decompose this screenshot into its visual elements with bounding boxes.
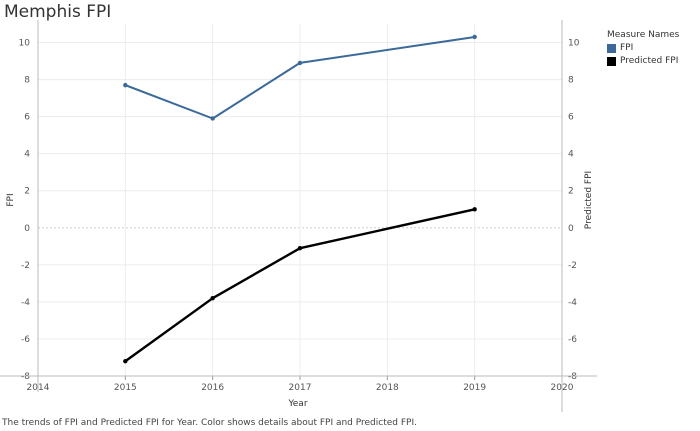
y2-axis-label: Predicted FPI (584, 171, 594, 229)
legend-label-fpi: FPI (620, 43, 634, 53)
y-tick-label: 6 (24, 113, 30, 123)
y-axis-label: FPI (6, 193, 16, 206)
y-tick-label: -2 (21, 261, 30, 271)
series-line-predicted-fpi (124, 208, 475, 363)
legend-item-predicted-fpi[interactable]: Predicted FPI (607, 56, 679, 66)
y2-tick-label: 10 (568, 39, 580, 49)
y-tick-label: 0 (24, 224, 30, 234)
legend-title: Measure Names (607, 30, 680, 40)
series-line-fpi (124, 36, 475, 120)
data-point-fpi (123, 82, 128, 88)
chart-title: Memphis FPI (4, 2, 112, 22)
legend-item-fpi[interactable]: FPI (607, 43, 679, 53)
data-point-predicted-fpi (472, 207, 477, 212)
y2-tick-label: 8 (568, 76, 574, 86)
data-point-fpi (297, 60, 303, 66)
y-tick-label: 2 (24, 187, 30, 197)
series-lines (123, 34, 477, 364)
y-tick-label: 4 (24, 150, 30, 160)
y-tick-label: 10 (19, 39, 31, 49)
data-point-fpi (472, 34, 477, 40)
y-tick-label: 8 (24, 76, 30, 86)
y-tick-label: -6 (21, 335, 30, 345)
data-point-predicted-fpi (210, 295, 215, 301)
y2-tick-label: 2 (568, 187, 574, 197)
data-point-predicted-fpi (123, 358, 128, 364)
y-tick-label: -4 (21, 298, 30, 308)
y2-tick-label: 0 (568, 224, 574, 234)
y-tick-label: -8 (21, 372, 30, 382)
legend: Measure Names FPI Predicted FPI (607, 30, 679, 69)
chart-caption: The trends of FPI and Predicted FPI for … (2, 418, 417, 428)
x-tick-label: 2017 (289, 383, 312, 393)
y2-tick-label: 6 (568, 113, 574, 123)
data-point-predicted-fpi (297, 245, 303, 251)
legend-label-predicted-fpi: Predicted FPI (620, 56, 679, 66)
x-tick-label: 2018 (376, 383, 399, 393)
grid-lines (37, 24, 563, 377)
y2-tick-label: -4 (568, 298, 577, 308)
legend-swatch-predicted-fpi (607, 56, 616, 66)
x-tick-label: 2019 (463, 383, 486, 393)
y2-tick-label: -2 (568, 261, 577, 271)
y2-tick-label: -6 (568, 335, 577, 345)
y2-tick-label: 4 (568, 150, 574, 160)
x-tick-label: 2016 (201, 383, 224, 393)
x-axis-label: Year (287, 399, 307, 409)
y2-tick-label: -8 (568, 372, 577, 382)
data-point-fpi (210, 116, 215, 121)
x-tick-label: 2015 (114, 383, 137, 393)
legend-swatch-fpi (607, 43, 616, 53)
